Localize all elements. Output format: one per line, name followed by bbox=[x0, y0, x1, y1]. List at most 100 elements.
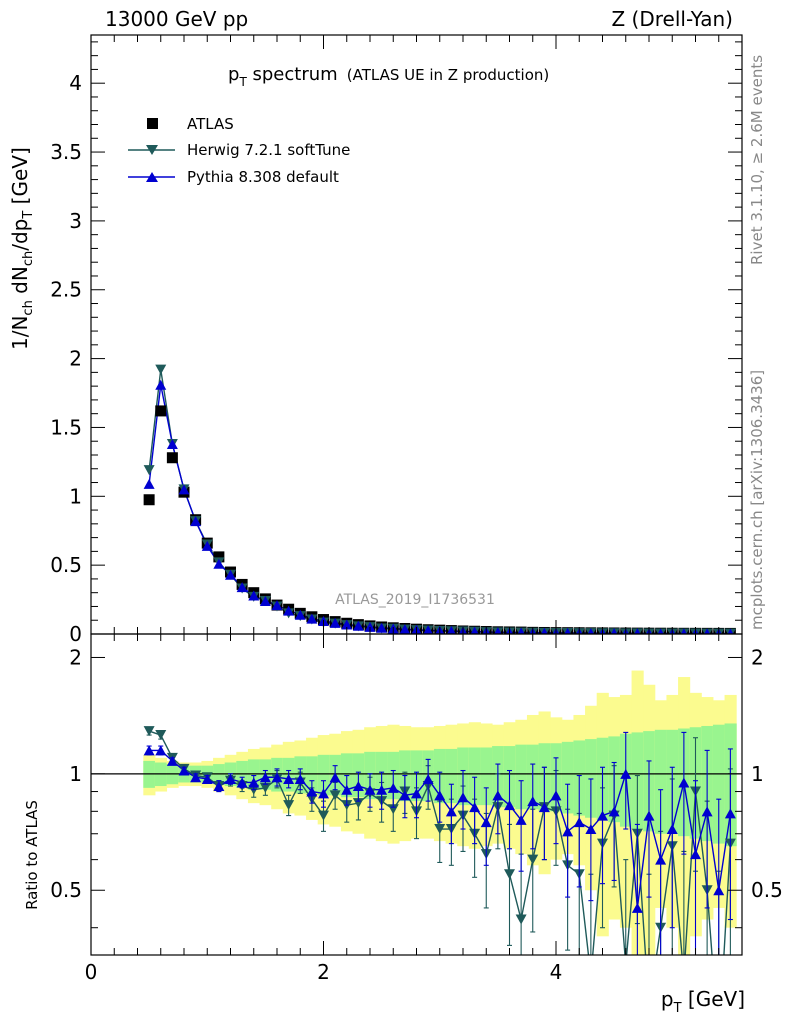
ratio-point-pythia bbox=[294, 773, 306, 784]
ratio-point-pythia bbox=[283, 773, 295, 784]
point-atlas bbox=[213, 551, 225, 563]
point-pythia bbox=[329, 617, 341, 628]
ratio-point-pythia bbox=[724, 808, 736, 819]
ratio-point-pythia bbox=[562, 826, 574, 837]
ratio-point-herwig bbox=[678, 971, 689, 981]
title-sub: T bbox=[238, 75, 247, 89]
ratio-point-herwig bbox=[644, 1002, 655, 1012]
band-inner-bin bbox=[306, 756, 319, 794]
x-tick-label: 4 bbox=[550, 960, 563, 984]
point-pythia bbox=[341, 619, 353, 630]
point-pythia bbox=[657, 628, 664, 634]
band-inner-bin bbox=[585, 739, 598, 818]
point-atlas bbox=[166, 452, 178, 464]
ratio-y-tick-label: 0.5 bbox=[50, 878, 82, 902]
y-tick-label: 3.5 bbox=[50, 140, 82, 164]
point-pythia bbox=[564, 627, 571, 634]
point-pythia bbox=[306, 613, 318, 624]
band-inner-bin bbox=[654, 729, 667, 834]
y-tick-label: 2 bbox=[69, 347, 82, 371]
x-tick-label: 2 bbox=[317, 960, 330, 984]
point-pythia bbox=[494, 627, 502, 634]
plot-title: pT spectrum (ATLAS UE in Z production) bbox=[228, 64, 549, 89]
ratio-point-herwig bbox=[527, 854, 539, 865]
ratio-point-pythia bbox=[597, 810, 608, 821]
ratio-point-herwig bbox=[155, 730, 167, 741]
ratio-point-pythia bbox=[678, 777, 690, 788]
y-tick-label: 2.5 bbox=[50, 278, 82, 302]
ratio-point-pythia bbox=[550, 790, 562, 801]
legend-entry-atlas: ATLAS bbox=[147, 115, 234, 133]
point-pythia bbox=[540, 627, 548, 634]
ratio-point-pythia bbox=[201, 773, 213, 784]
point-pythia bbox=[143, 478, 155, 489]
ratio-point-pythia bbox=[538, 802, 550, 813]
legend-entry-herwig: Herwig 7.2.1 softTune bbox=[128, 141, 350, 159]
point-pythia bbox=[470, 626, 479, 634]
point-pythia bbox=[727, 628, 734, 634]
analysis-watermark: ATLAS_2019_I1736531 bbox=[335, 592, 495, 608]
ratio-point-pythia bbox=[364, 784, 376, 795]
ratio-y-tick-label-right: 2 bbox=[751, 645, 764, 669]
point-pythia bbox=[399, 624, 411, 634]
mcplots-label: mcplots.cern.ch [arXiv:1306.3436] bbox=[748, 370, 766, 630]
ratio-point-pythia bbox=[271, 772, 283, 783]
ratio-point-pythia bbox=[457, 792, 469, 803]
ratio-point-pythia bbox=[318, 788, 329, 799]
ratio-point-pythia bbox=[620, 768, 632, 779]
ratio-point-pythia bbox=[259, 772, 271, 783]
y-axis-label: 1/Nch dNch/dpT [GeV] bbox=[8, 147, 36, 350]
point-pythia bbox=[166, 438, 178, 449]
ratio-point-herwig bbox=[318, 810, 329, 821]
point-pythia bbox=[587, 628, 595, 634]
title-paren: (ATLAS UE in Z production) bbox=[347, 66, 549, 84]
point-pythia bbox=[610, 628, 618, 634]
ratio-point-herwig bbox=[620, 960, 631, 970]
ratio-point-pythia bbox=[306, 786, 318, 797]
legend: ATLAS Herwig 7.2.1 softTune Pythia 8.308… bbox=[128, 115, 350, 186]
point-herwig bbox=[155, 364, 167, 375]
ratio-point-pythia bbox=[190, 772, 202, 783]
ratio-point-herwig bbox=[329, 790, 341, 801]
ratio-point-pythia bbox=[166, 755, 178, 766]
ratio-point-herwig bbox=[387, 804, 399, 815]
ratio-point-pythia bbox=[573, 817, 585, 828]
point-pythia bbox=[446, 625, 456, 634]
ratio-point-pythia bbox=[445, 806, 457, 817]
point-atlas bbox=[155, 405, 167, 417]
point-pythia bbox=[364, 621, 376, 632]
ratio-point-pythia bbox=[329, 772, 341, 783]
ratio-point-herwig bbox=[434, 824, 446, 835]
ratio-point-pythia bbox=[469, 802, 481, 813]
ratio-y-tick-label: 1 bbox=[69, 762, 82, 786]
point-pythia bbox=[352, 620, 364, 631]
ratio-point-pythia bbox=[504, 800, 515, 811]
legend-marker-herwig bbox=[146, 145, 158, 155]
y-tick-label: 3 bbox=[69, 209, 82, 233]
ratio-point-herwig bbox=[283, 800, 295, 811]
axes: 00.511.522.533.540.5 0.51 12 20 2 4 bbox=[50, 34, 783, 984]
point-pythia bbox=[271, 600, 283, 611]
legend-label-herwig: Herwig 7.2.1 softTune bbox=[187, 141, 350, 159]
point-pythia bbox=[236, 582, 248, 593]
point-pythia bbox=[634, 628, 641, 634]
ratio-point-pythia bbox=[492, 790, 504, 801]
ratio-point-pythia bbox=[515, 814, 527, 825]
legend-marker-atlas bbox=[147, 118, 158, 129]
point-pythia bbox=[248, 590, 260, 601]
ratio-y-tick-label-right: 1 bbox=[751, 762, 764, 786]
ratio-point-pythia bbox=[643, 810, 655, 821]
ratio-y-tick-label: 2 bbox=[69, 645, 82, 669]
ratio-point-pythia bbox=[608, 806, 620, 817]
ratio-point-pythia bbox=[376, 784, 388, 795]
x-axis-label: pT [GeV] bbox=[661, 987, 745, 1016]
ratio-y-axis-label: Ratio to ATLAS bbox=[23, 800, 41, 910]
ratio-point-pythia bbox=[701, 806, 713, 817]
ratio-point-pythia bbox=[713, 885, 725, 896]
x-tick-label: 0 bbox=[85, 960, 98, 984]
ratio-point-pythia bbox=[387, 782, 399, 793]
legend-label-pythia: Pythia 8.308 default bbox=[187, 168, 339, 186]
ratio-point-herwig bbox=[585, 971, 596, 981]
point-pythia bbox=[294, 609, 306, 620]
